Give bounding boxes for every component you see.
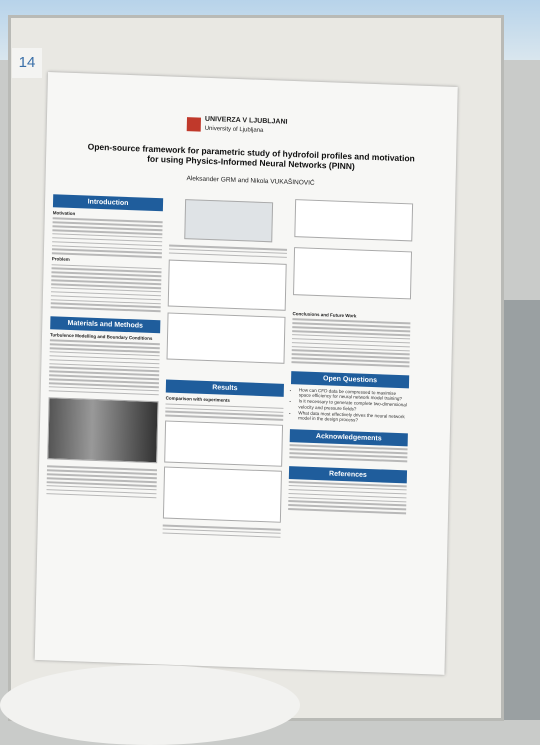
mesh-figure (47, 397, 159, 464)
plot (164, 420, 284, 467)
plot (166, 312, 286, 365)
poster: UNIVERZA V LJUBLJANI University of Ljubl… (34, 72, 458, 675)
middle-column: Results Comparison with experiments (162, 199, 289, 541)
foil-figure (184, 199, 274, 243)
right-column: Conclusions and Future Work Open Questio… (288, 199, 414, 516)
logo (186, 117, 202, 132)
title: Open-source framework for parametric stu… (87, 141, 415, 172)
open-questions: How can CFD data be compressed to maximi… (290, 387, 409, 426)
section-heading: Results (165, 379, 284, 398)
university: UNIVERZA V LJUBLJANI (204, 115, 288, 126)
plot (162, 466, 283, 523)
plot (167, 259, 287, 312)
university-en: University of Ljubljana (204, 125, 264, 134)
authors: Aleksander GRM and Nikola VUKAŠINOVIĆ (186, 175, 315, 187)
photo: 14 UNIVERZA V LJUBLJANI University of Lj… (0, 0, 540, 720)
plot (293, 247, 413, 300)
left-column: Introduction Motivation Problem Material… (46, 194, 164, 500)
section-heading: Materials and Methods (50, 316, 161, 334)
section-heading: References (288, 465, 408, 484)
board-number: 14 (12, 48, 42, 78)
section-heading: Acknowledgements (289, 429, 408, 447)
section-heading: Open Questions (290, 370, 410, 389)
plot (294, 199, 414, 242)
section-heading: Introduction (52, 194, 164, 212)
table (0, 665, 300, 745)
